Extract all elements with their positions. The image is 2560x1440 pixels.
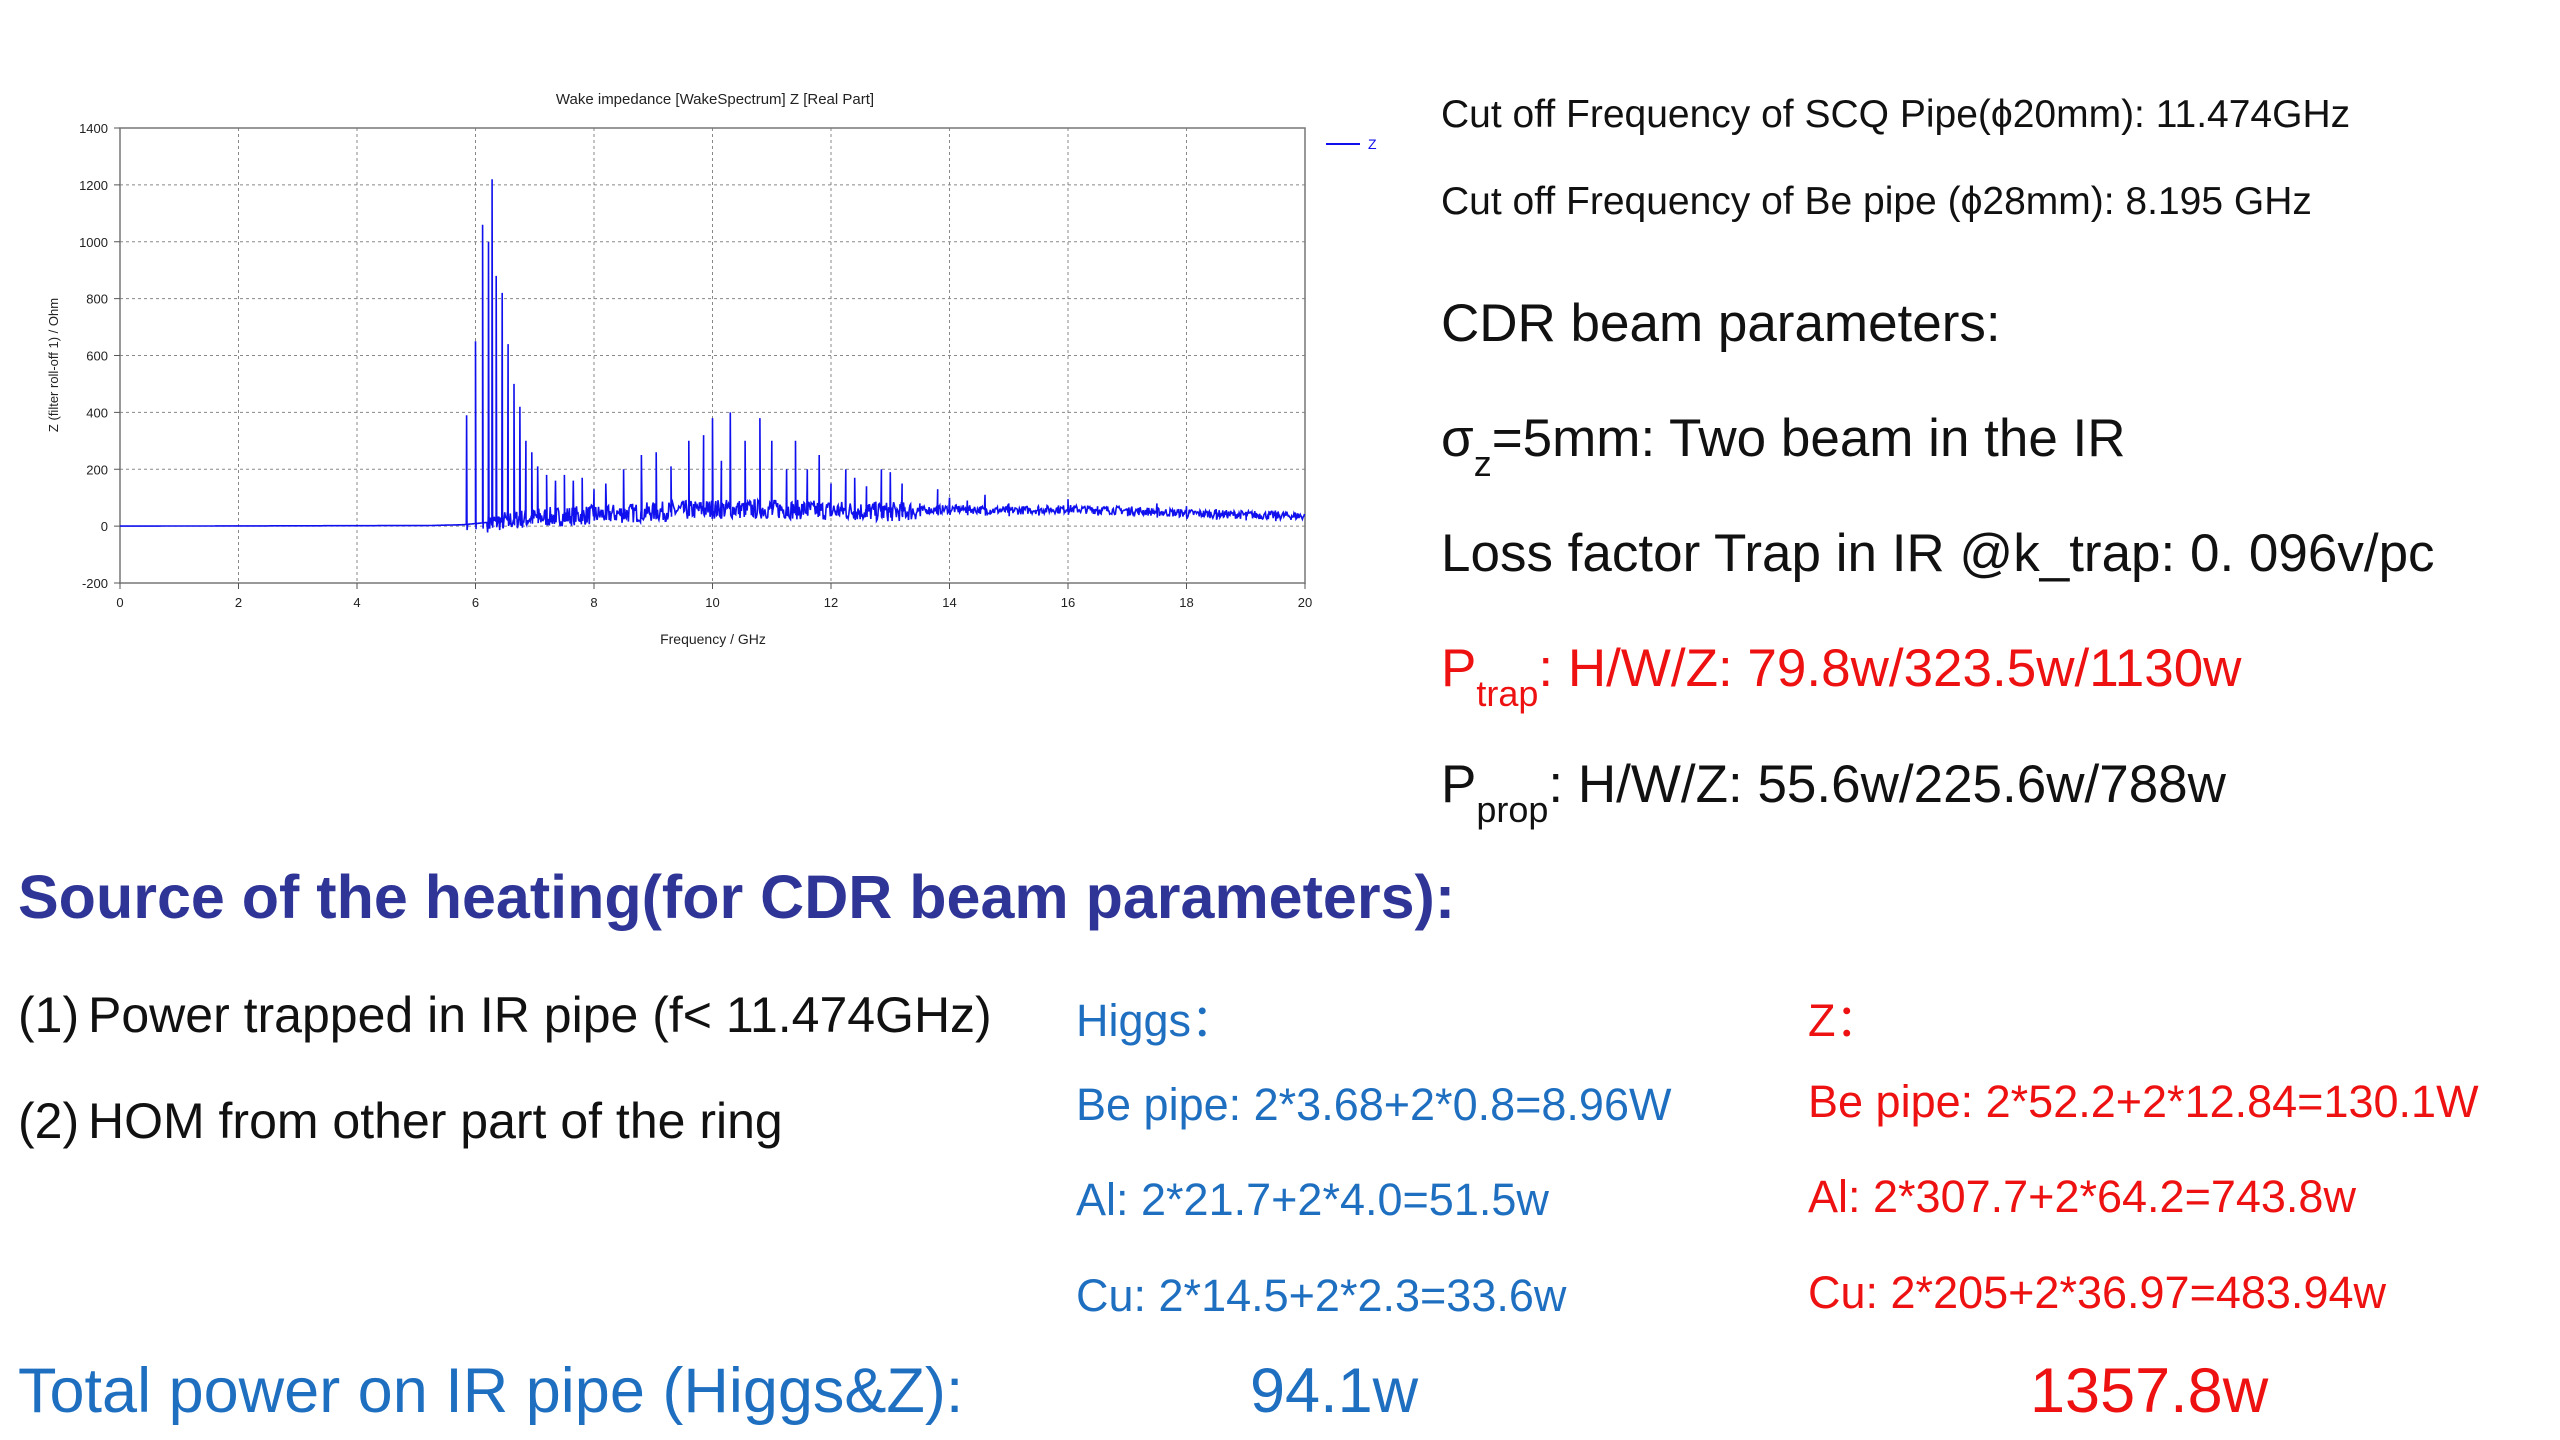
ptrap-line: Ptrap: H/W/Z: 79.8w/323.5w/1130w [1441, 638, 2242, 714]
ptrap-subscript: trap [1476, 673, 1539, 714]
source-item-2: (2) HOM from other part of the ring [18, 1092, 783, 1150]
source-number-1: (1) [18, 987, 80, 1043]
chart-x-axis-label: Frequency / GHz [660, 631, 766, 647]
cdr-beam-title: CDR beam parameters: [1441, 294, 2001, 353]
source-number-2: (2) [18, 1093, 80, 1149]
cutoff-scq-text: Cut off Frequency of SCQ Pipe(ϕ20mm): 11… [1441, 93, 2351, 136]
loss-factor-text: Loss factor Trap in IR @k_trap: 0. 096v/… [1441, 524, 2435, 583]
pprop-rest: : H/W/Z: 55.6w/225.6w/788w [1548, 755, 2226, 814]
x-tick-label: 16 [1061, 595, 1075, 610]
x-tick-label: 20 [1298, 595, 1312, 610]
x-tick-label: 10 [705, 595, 719, 610]
x-tick-label: 0 [116, 595, 123, 610]
impedance-chart-svg: 0 2 4 6 8 10 12 14 16 18 20 -200 0 200 400 600 800 1000 12… [46, 91, 1377, 647]
x-tick-label: 2 [235, 595, 242, 610]
x-tick-label: 4 [353, 595, 360, 610]
source-text-1: Power trapped in IR pipe (f< 11.474GHz) [88, 987, 992, 1043]
z-cu: Cu: 2*205+2*36.97=483.94w [1808, 1267, 2386, 1318]
higgs-be-pipe: Be pipe: 2*3.68+2*0.8=8.96W [1076, 1079, 1672, 1130]
y-tick-label: 1400 [79, 121, 108, 136]
higgs-cu: Cu: 2*14.5+2*2.3=33.6w [1076, 1270, 1567, 1321]
higgs-al: Al: 2*21.7+2*4.0=51.5w [1076, 1174, 1549, 1225]
total-power-label: Total power on IR pipe (Higgs&Z): [18, 1356, 964, 1426]
chart-series [120, 179, 1306, 533]
y-tick-label: 600 [86, 349, 108, 364]
cutoff-be-text: Cut off Frequency of Be pipe (ϕ28mm): 8.… [1441, 180, 2312, 223]
chart-legend: Z [1326, 136, 1377, 152]
pprop-p: P [1441, 755, 1477, 814]
pprop-subscript: prop [1476, 789, 1549, 830]
y-tick-label: 800 [86, 292, 108, 307]
z-be-pipe: Be pipe: 2*52.2+2*12.84=130.1W [1808, 1076, 2479, 1127]
z-al: Al: 2*307.7+2*64.2=743.8w [1808, 1171, 2356, 1222]
x-tick-label: 18 [1179, 595, 1193, 610]
sigma-symbol: σ [1441, 409, 1474, 468]
x-tick-label: 12 [824, 595, 838, 610]
ptrap-p: P [1441, 639, 1477, 698]
y-tick-label: -200 [82, 576, 108, 591]
sigma-subscript: z [1473, 443, 1492, 484]
y-tick-label: 400 [86, 405, 108, 420]
y-tick-label: 200 [86, 462, 108, 477]
impedance-chart: 0 2 4 6 8 10 12 14 16 18 20 -200 0 200 400 600 800 1000 12… [30, 78, 1420, 678]
chart-y-axis-label: Z (filter roll-off 1) / Ohm [46, 298, 61, 432]
heating-source-heading: Source of the heating(for CDR beam param… [18, 863, 1456, 931]
y-tick-label: 0 [101, 519, 108, 534]
source-item-1: (1) Power trapped in IR pipe (f< 11.474GH… [18, 986, 992, 1044]
total-power-z: 1357.8w [2030, 1356, 2269, 1426]
x-tick-label: 8 [590, 595, 597, 610]
chart-axes: 0 2 4 6 8 10 12 14 16 18 20 -200 0 200 400 600 800 1000 12… [79, 121, 1312, 610]
higgs-label: Higgs： [1076, 995, 1237, 1046]
x-tick-label: 14 [942, 595, 956, 610]
z-label: Z： [1808, 995, 1881, 1046]
legend-label-z: Z [1368, 136, 1377, 152]
y-tick-label: 1000 [79, 235, 108, 250]
y-tick-label: 1200 [79, 178, 108, 193]
total-power-higgs: 94.1w [1250, 1356, 1419, 1426]
source-text-2: HOM from other part of the ring [88, 1093, 783, 1149]
series-line-z [120, 179, 1306, 533]
x-tick-label: 6 [472, 595, 479, 610]
sigma-z-line: σz=5mm: Two beam in the IR [1441, 408, 2126, 484]
sigma-rest: =5mm: Two beam in the IR [1491, 409, 2126, 468]
pprop-line: Pprop: H/W/Z: 55.6w/225.6w/788w [1441, 754, 2226, 830]
chart-title: Wake impedance [WakeSpectrum] Z [Real Pa… [556, 91, 874, 108]
ptrap-rest: : H/W/Z: 79.8w/323.5w/1130w [1538, 639, 2242, 698]
